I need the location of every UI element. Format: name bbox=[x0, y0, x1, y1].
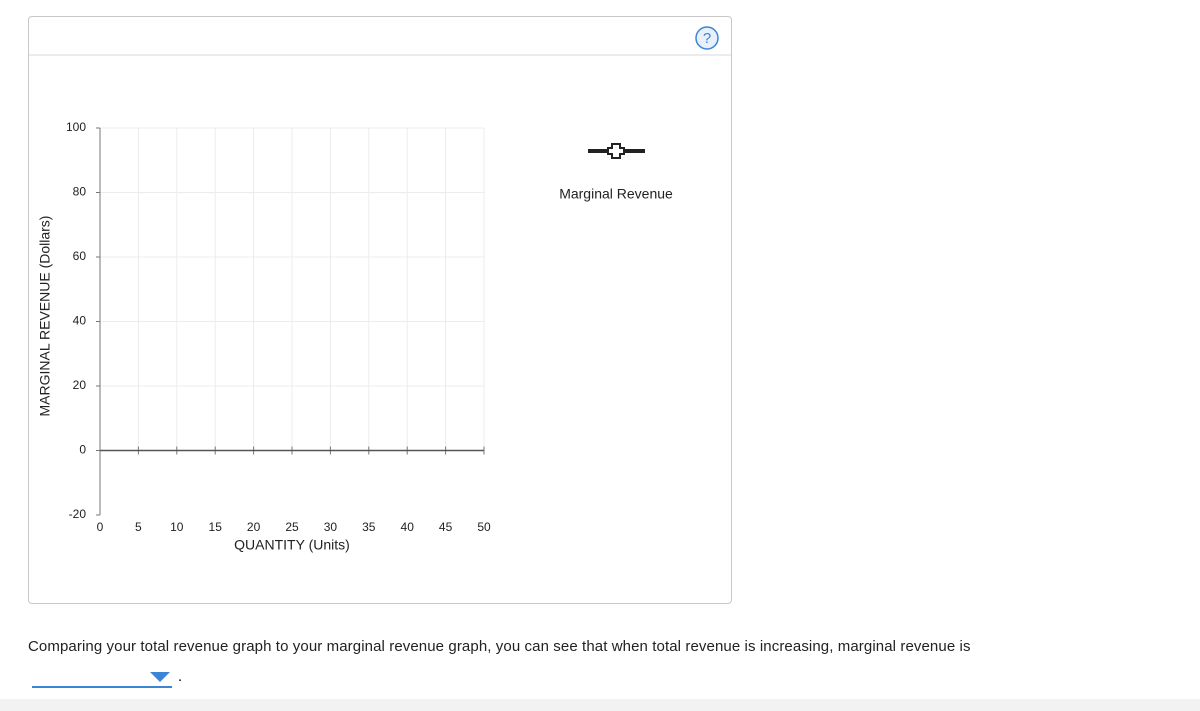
y-tick-label: 20 bbox=[73, 378, 87, 392]
chart: ? MARGINAL REVENUE (Dollars) QUANTITY (U… bbox=[29, 26, 731, 553]
answer-dropdown[interactable] bbox=[32, 668, 172, 688]
graph-panel bbox=[28, 16, 732, 604]
x-tick-label: 35 bbox=[362, 520, 376, 534]
x-tick-label: 0 bbox=[97, 520, 104, 534]
x-tick-label: 10 bbox=[170, 520, 184, 534]
y-tick-label: 60 bbox=[73, 249, 87, 263]
x-tick-label: 45 bbox=[439, 520, 453, 534]
y-tick-label: 40 bbox=[73, 314, 87, 328]
x-tick-label: 40 bbox=[401, 520, 415, 534]
x-tick-label: 15 bbox=[209, 520, 223, 534]
x-tick-label: 20 bbox=[247, 520, 261, 534]
help-button[interactable] bbox=[695, 26, 719, 50]
dropdown-arrow[interactable] bbox=[150, 672, 170, 684]
help-icon[interactable]: ? bbox=[703, 30, 711, 47]
x-axis-label: QUANTITY (Units) bbox=[234, 537, 350, 553]
y-axis-label: MARGINAL REVENUE (Dollars) bbox=[37, 216, 53, 417]
legend-marker bbox=[607, 143, 625, 159]
footer-strip bbox=[0, 699, 1200, 711]
legend-label: Marginal Revenue bbox=[559, 186, 673, 202]
x-tick-label: 30 bbox=[324, 520, 338, 534]
y-tick-label: 80 bbox=[73, 185, 87, 199]
y-tick-label: -20 bbox=[69, 507, 87, 521]
question-text: Comparing your total revenue graph to yo… bbox=[28, 638, 971, 655]
x-tick-label: 25 bbox=[285, 520, 299, 534]
x-tick-label: 50 bbox=[477, 520, 491, 534]
y-tick-label: 0 bbox=[79, 443, 86, 457]
x-tick-label: 5 bbox=[135, 520, 142, 534]
question-suffix: . bbox=[178, 668, 183, 685]
y-tick-label: 100 bbox=[66, 120, 86, 134]
